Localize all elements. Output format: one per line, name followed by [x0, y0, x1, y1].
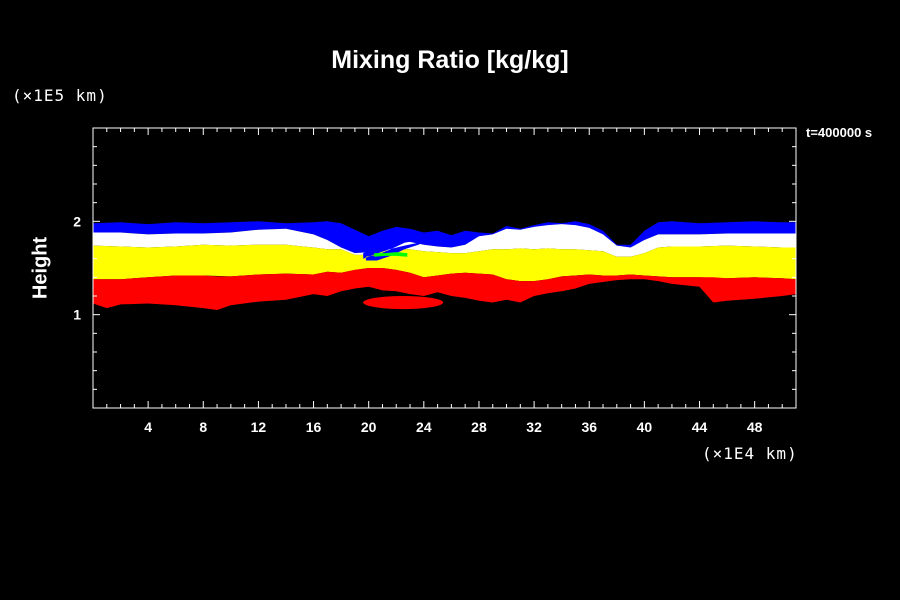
concentration-band-0: [93, 221, 796, 254]
concentration-band-3: [93, 268, 796, 310]
x-tick-label: 48: [747, 419, 763, 435]
x-axis-unit: (×1E4 km): [702, 444, 798, 463]
plume-features: [363, 234, 444, 310]
x-tick-label: 12: [251, 419, 267, 435]
concentration-band-2: [93, 244, 796, 282]
x-tick-label: 40: [637, 419, 653, 435]
plume-swirl-2: [374, 252, 408, 257]
x-tick-label: 4: [144, 419, 152, 435]
x-tick-label: 20: [361, 419, 377, 435]
x-tick-label: 44: [692, 419, 708, 435]
plot-frame: [92, 127, 797, 409]
x-tick-label: 24: [416, 419, 432, 435]
x-tick-label: 28: [471, 419, 487, 435]
y-tick-label: 1: [73, 307, 81, 323]
x-tick-label: 36: [581, 419, 597, 435]
x-tick-label: 16: [306, 419, 322, 435]
y-axis-unit: (×1E5 km): [12, 86, 108, 105]
x-tick-label: 32: [526, 419, 542, 435]
concentration-bands: [93, 221, 796, 310]
time-label: t=400000 s: [806, 125, 873, 140]
x-tick-label: 8: [199, 419, 207, 435]
concentration-band-1: [93, 224, 796, 257]
y-tick-label: 2: [73, 213, 81, 229]
chart-title: Mixing Ratio [kg/kg]: [331, 46, 569, 74]
plume-blob-0: [363, 296, 444, 310]
